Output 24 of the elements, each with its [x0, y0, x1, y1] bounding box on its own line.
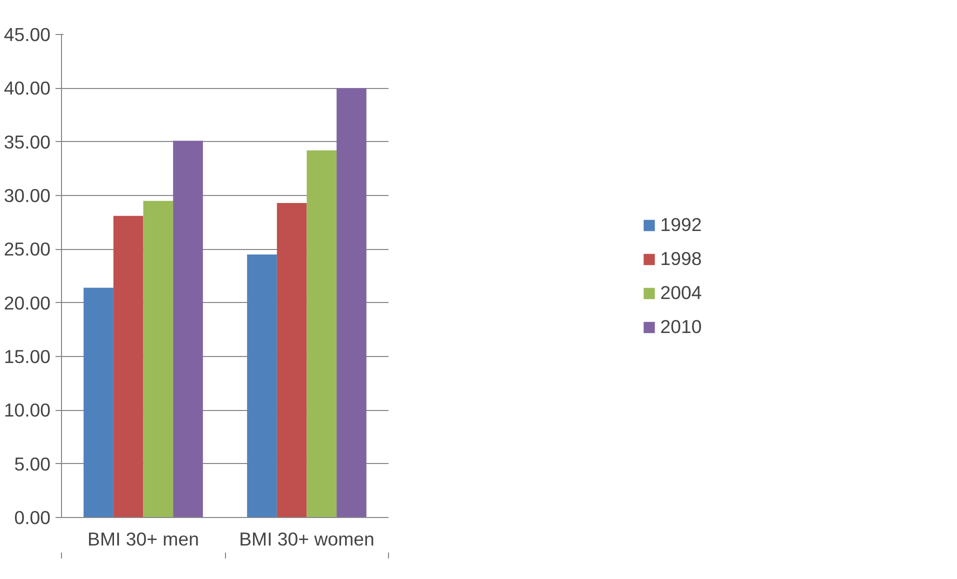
x-tick-label: BMI 30+ men	[88, 528, 199, 550]
y-tick-label: 25.00	[4, 238, 50, 260]
legend-label: 2010	[660, 316, 702, 338]
bar	[113, 216, 144, 518]
legend-label: 1992	[660, 214, 702, 236]
y-tick-label: 35.00	[4, 131, 50, 152]
y-tick-label: 0.00	[14, 507, 50, 528]
y-tick-label: 30.00	[4, 185, 50, 206]
y-tick-label: 15.00	[4, 346, 50, 367]
bar	[306, 150, 337, 518]
legend-label: 2004	[660, 282, 702, 304]
legend-label: 1998	[660, 248, 702, 270]
y-tick-label: 40.00	[4, 78, 50, 99]
x-tick-label: BMI 30+ women	[239, 528, 374, 550]
y-tick-label: 5.00	[14, 453, 50, 474]
y-tick-label: 45.00	[4, 24, 50, 45]
y-tick-label: 10.00	[4, 400, 50, 421]
bar	[247, 254, 277, 518]
y-tick-label: 20.00	[4, 292, 50, 314]
bar	[143, 200, 174, 518]
bar	[173, 140, 203, 518]
bar	[336, 88, 366, 518]
bar	[84, 288, 114, 518]
bar	[276, 203, 307, 518]
